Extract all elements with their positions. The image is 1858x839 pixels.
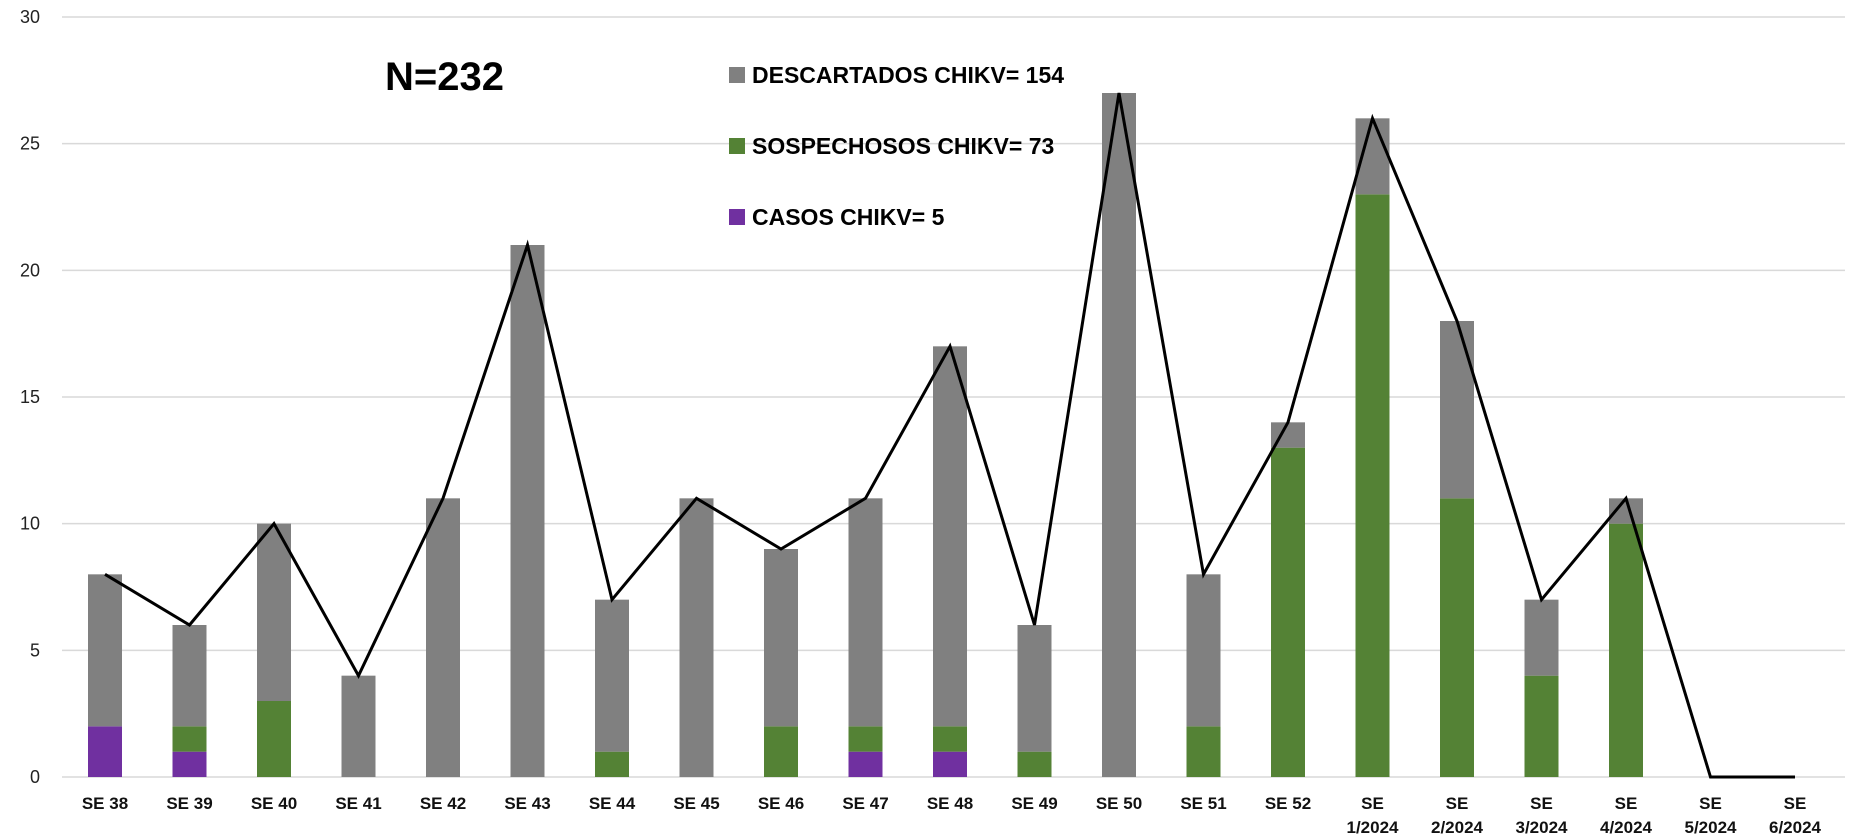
- bar-segment-1-15: [1355, 194, 1390, 778]
- x-tick-label: SE 3/2024: [1516, 794, 1569, 837]
- x-tick-label: SE 40: [251, 794, 297, 813]
- bar-segment-2-4: [426, 498, 460, 777]
- x-tick-label: SE 42: [420, 794, 466, 813]
- bar-segment-2-12: [1102, 93, 1136, 777]
- x-tick-label: SE 2/2024: [1431, 794, 1484, 837]
- bar-segment-2-3: [341, 675, 376, 777]
- y-tick-label: 30: [20, 7, 40, 27]
- total-line: [104, 92, 1795, 779]
- bar-segment-2-1: [172, 625, 207, 727]
- bar-segment-1-13: [1186, 726, 1221, 777]
- bar-segment-0-10: [933, 751, 967, 777]
- x-tick-label: SE 50: [1096, 794, 1142, 813]
- legend-swatch-0: [729, 209, 745, 225]
- bar-segment-1-1: [172, 726, 207, 752]
- y-tick-label: 20: [20, 260, 40, 280]
- y-tick-label: 25: [20, 134, 40, 154]
- x-tick-label: SE 41: [335, 794, 381, 813]
- n-total-annotation: N=232: [385, 55, 504, 99]
- bar-segment-2-10: [933, 346, 967, 727]
- x-tick-label: SE 4/2024: [1600, 794, 1653, 837]
- x-tick-label: SE 49: [1011, 794, 1057, 813]
- legend-label-2: DESCARTADOS CHIKV= 154: [752, 62, 1064, 88]
- y-tick-label: 5: [30, 640, 40, 660]
- bar-segment-2-17: [1524, 599, 1559, 676]
- bar-segment-1-9: [848, 726, 883, 752]
- bar-segment-1-17: [1524, 675, 1559, 777]
- bar-segment-1-10: [933, 726, 967, 752]
- bars: [88, 93, 1643, 778]
- bar-segment-1-6: [595, 751, 629, 777]
- y-tick-label: 0: [30, 767, 40, 787]
- y-tick-label: 10: [20, 514, 40, 534]
- x-tick-label: SE 1/2024: [1347, 794, 1400, 837]
- bar-segment-1-16: [1440, 498, 1474, 777]
- bar-segment-2-0: [88, 574, 122, 727]
- x-tick-label: SE 5/2024: [1685, 794, 1738, 837]
- x-axis: SE 38 SE 39 SE 40 SE 41 SE 42 SE 43 SE 44 SE 45…: [82, 794, 1822, 837]
- legend-label-1: SOSPECHOSOS CHIKV= 73: [752, 133, 1054, 159]
- x-tick-label: SE 45: [673, 794, 719, 813]
- legend-swatch-2: [729, 67, 745, 83]
- total-line-path: [104, 92, 1795, 779]
- bar-segment-1-18: [1609, 523, 1643, 777]
- bar-segment-2-16: [1440, 321, 1474, 499]
- x-tick-label: SE 48: [927, 794, 973, 813]
- bar-segment-2-7: [679, 498, 714, 777]
- bar-segment-0-0: [88, 726, 122, 777]
- bar-segment-0-1: [172, 751, 207, 777]
- bar-segment-2-6: [595, 599, 629, 752]
- bar-segment-2-8: [764, 549, 798, 727]
- legend-label-0: CASOS CHIKV= 5: [752, 204, 945, 230]
- x-tick-label: SE 47: [842, 794, 888, 813]
- x-tick-label: SE 6/2024: [1769, 794, 1822, 837]
- bar-segment-2-5: [510, 245, 545, 777]
- x-tick-label: SE 51: [1180, 794, 1226, 813]
- x-tick-label: SE 44: [589, 794, 636, 813]
- bar-segment-2-13: [1186, 574, 1221, 727]
- x-tick-label: SE 46: [758, 794, 804, 813]
- bar-segment-1-8: [764, 726, 798, 777]
- y-tick-label: 15: [20, 387, 40, 407]
- bar-segment-1-11: [1017, 751, 1052, 777]
- bar-segment-1-14: [1271, 447, 1305, 777]
- x-tick-label: SE 38: [82, 794, 128, 813]
- bar-segment-2-9: [848, 498, 883, 727]
- legend: DESCARTADOS CHIKV= 154 SOSPECHOSOS CHIKV=…: [729, 62, 1064, 230]
- x-tick-label: SE 52: [1265, 794, 1311, 813]
- bar-segment-2-2: [257, 523, 291, 701]
- bar-segment-1-2: [257, 701, 291, 777]
- x-tick-label: SE 39: [166, 794, 212, 813]
- y-axis: 0 5 10 15 20 25 30: [20, 7, 40, 787]
- bar-segment-2-11: [1017, 625, 1052, 752]
- bar-segment-0-9: [848, 751, 883, 777]
- x-tick-label: SE 43: [504, 794, 550, 813]
- legend-swatch-1: [729, 138, 745, 154]
